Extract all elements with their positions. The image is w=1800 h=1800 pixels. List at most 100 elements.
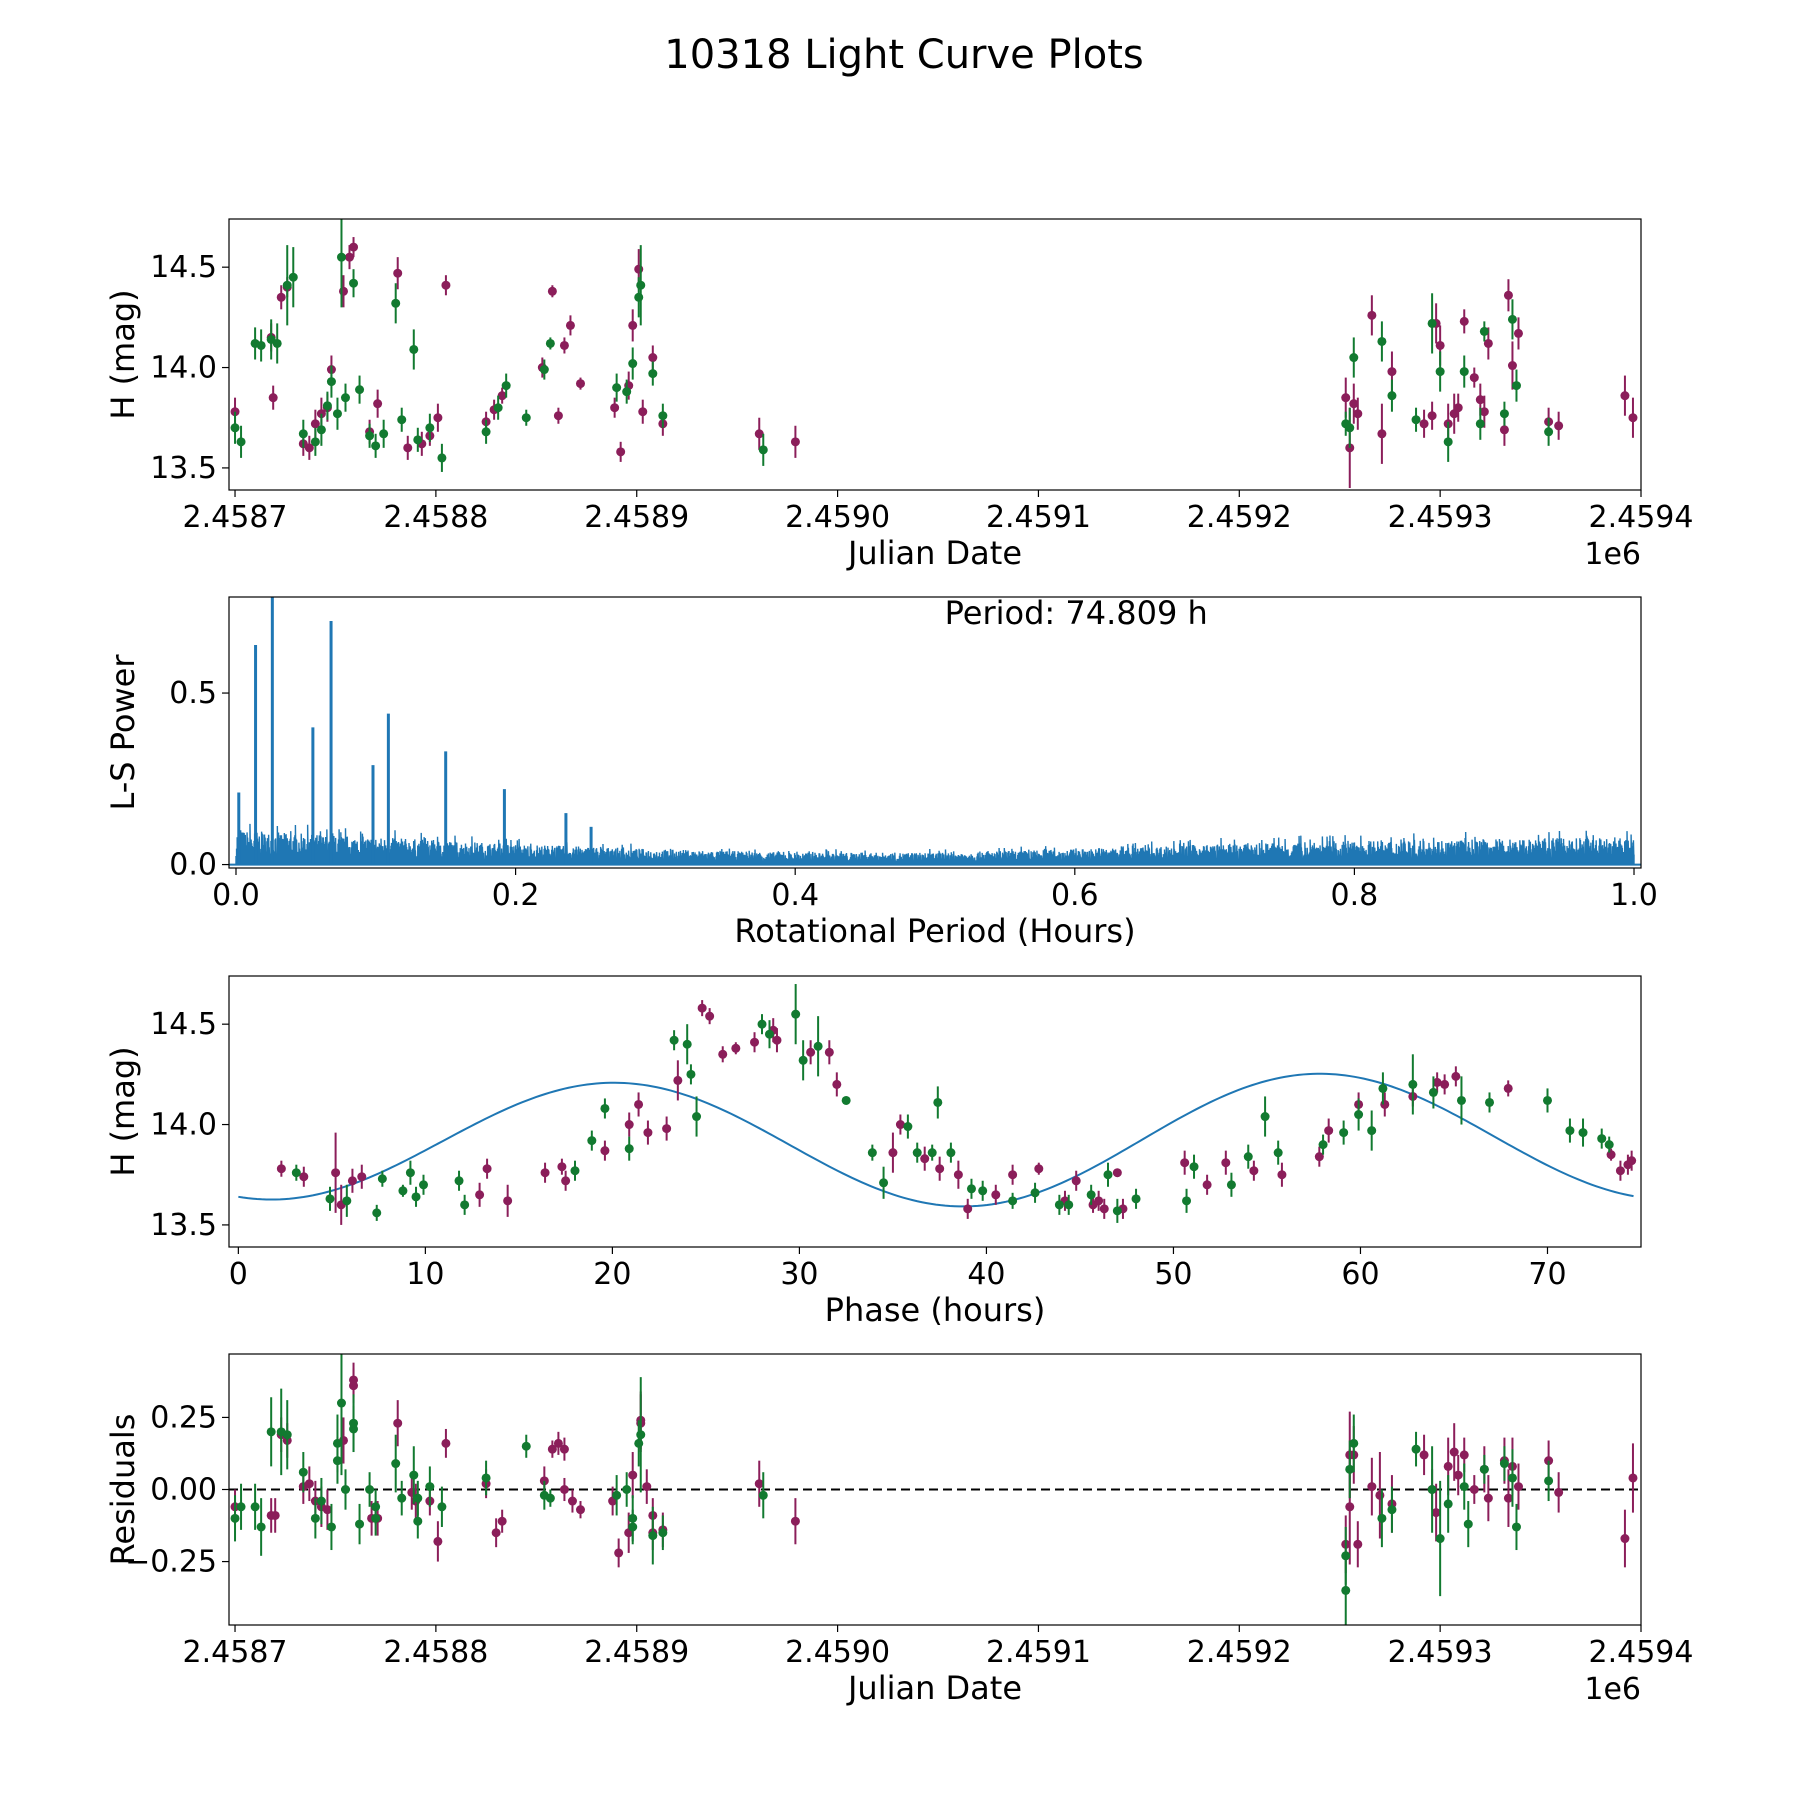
data-point	[379, 429, 389, 439]
data-point	[391, 1459, 401, 1469]
data-point	[1479, 326, 1489, 336]
data-point	[697, 1003, 707, 1013]
data-point	[832, 1079, 842, 1089]
x-axis-label: Rotational Period (Hours)	[734, 912, 1135, 950]
data-point	[397, 415, 407, 425]
data-point	[636, 1430, 646, 1440]
data-point	[559, 340, 569, 350]
data-point	[433, 413, 443, 423]
data-point	[310, 1513, 320, 1523]
data-point	[398, 1186, 408, 1196]
data-point	[322, 1505, 332, 1515]
x-tick-label: 40	[967, 1257, 1005, 1292]
data-point	[790, 437, 800, 447]
data-point	[409, 344, 419, 354]
data-point	[268, 393, 278, 403]
x-tick-label: 2.4591	[986, 500, 1091, 535]
data-point	[561, 1176, 571, 1186]
data-point	[867, 1148, 877, 1158]
data-point	[628, 359, 638, 369]
x-tick-label: 2.4594	[1589, 1635, 1694, 1670]
data-point	[521, 1441, 531, 1451]
data-point	[1431, 1508, 1441, 1518]
data-point	[1273, 1148, 1283, 1158]
data-point	[547, 1444, 557, 1454]
y-tick-label: 0.5	[169, 676, 217, 711]
data-point	[357, 1172, 367, 1182]
x-axis-label: Julian Date	[846, 534, 1022, 572]
data-point	[888, 1148, 898, 1158]
data-point	[1459, 316, 1469, 326]
data-point	[624, 1120, 634, 1130]
data-point	[622, 387, 632, 397]
data-point	[553, 1438, 563, 1448]
y-axis-label: H (mag)	[104, 1046, 142, 1176]
data-point	[349, 1375, 359, 1385]
data-point	[612, 1490, 622, 1500]
data-point	[355, 385, 365, 395]
x-tick-label: 70	[1528, 1257, 1566, 1292]
data-point	[1221, 1158, 1231, 1168]
data-point	[1008, 1196, 1018, 1206]
data-point	[1008, 1170, 1018, 1180]
data-point	[1354, 1110, 1364, 1120]
plot-area	[238, 984, 1637, 1225]
data-point	[1180, 1158, 1190, 1168]
data-point	[798, 1055, 808, 1065]
data-point	[758, 1490, 768, 1500]
y-tick-label: 14.5	[150, 1007, 217, 1042]
data-point	[1226, 1180, 1236, 1190]
data-point	[282, 280, 292, 290]
data-point	[813, 1041, 823, 1051]
x-tick-label: 2.4590	[785, 500, 890, 535]
data-point	[790, 1516, 800, 1526]
data-point	[1578, 1128, 1588, 1138]
data-point	[731, 1043, 741, 1053]
data-point	[1034, 1164, 1044, 1174]
y-tick-label: 14.0	[150, 1108, 217, 1143]
data-point	[1419, 419, 1429, 429]
data-point	[1475, 419, 1485, 429]
data-point	[669, 1035, 679, 1045]
data-point	[791, 1009, 801, 1019]
data-point	[405, 1168, 415, 1178]
data-point	[322, 401, 332, 411]
x-tick-label: 2.4593	[1388, 500, 1493, 535]
y-axis-label: Residuals	[104, 1414, 142, 1566]
data-point	[403, 443, 413, 453]
data-point	[288, 272, 298, 282]
data-point	[340, 393, 350, 403]
data-point	[658, 1528, 668, 1538]
data-point	[643, 1128, 653, 1138]
data-point	[1064, 1200, 1074, 1210]
data-point	[1341, 1585, 1351, 1595]
data-point	[1411, 1444, 1421, 1454]
x-tick-label: 2.4590	[785, 1635, 890, 1670]
data-point	[1565, 1126, 1575, 1136]
data-point	[634, 1438, 644, 1448]
data-point	[1054, 1200, 1064, 1210]
periodogram-panel: 0.0 0.2 0.4 0.6 0.8 1.0 0.0 0.5 Rotational Perio…	[104, 594, 1658, 950]
data-point	[648, 1531, 658, 1541]
data-point	[1377, 429, 1387, 439]
data-point	[1427, 411, 1437, 421]
data-point	[935, 1164, 945, 1174]
data-point	[1542, 1095, 1552, 1105]
x-tick-label: 30	[780, 1257, 818, 1292]
residuals-panel: 2.4587 2.4588 2.4589 2.4590 2.4591 2.4592 2.45…	[104, 1353, 1694, 1707]
data-point	[437, 1502, 447, 1512]
data-point	[372, 1208, 382, 1218]
data-point	[1456, 1095, 1466, 1105]
data-point	[1318, 1140, 1328, 1150]
x-tick-label: 2.4587	[183, 500, 288, 535]
data-point	[1604, 1140, 1614, 1150]
axes-frame	[228, 596, 1642, 869]
data-point	[338, 286, 348, 296]
data-point	[1277, 1170, 1287, 1180]
data-point	[1367, 1482, 1377, 1492]
data-point	[397, 1493, 407, 1503]
data-point	[570, 1166, 580, 1176]
data-point	[614, 1548, 624, 1558]
data-point	[648, 369, 658, 379]
x-tick-label: 0.8	[1331, 878, 1379, 913]
